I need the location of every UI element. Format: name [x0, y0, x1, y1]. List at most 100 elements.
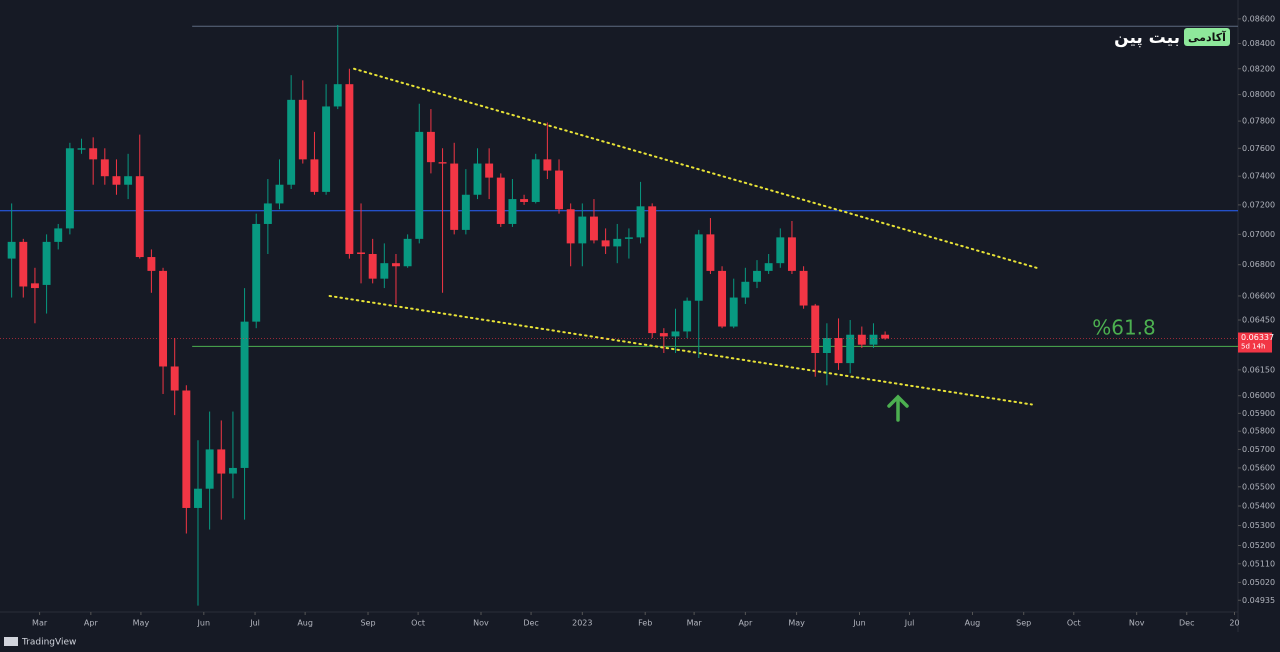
candle-body [555, 170, 563, 210]
candle-body [531, 159, 540, 202]
candle-body [205, 449, 214, 489]
y-tick-label: 0.08600 [1242, 14, 1275, 23]
annotation: %61.8 [1092, 316, 1156, 340]
candle-body [147, 257, 156, 271]
candle-body [811, 305, 820, 353]
candle-body [438, 162, 447, 164]
x-tick-label: Nov [1129, 619, 1145, 628]
candle-body [263, 203, 272, 224]
candle-body [683, 300, 692, 332]
x-tick-label: Mar [687, 619, 703, 628]
logo-badge-text: آکادمی [1188, 30, 1226, 44]
x-tick-label: Feb [638, 619, 652, 628]
candle-body [741, 281, 750, 298]
y-tick-label: 0.05400 [1242, 502, 1275, 511]
y-tick-label: 0.06450 [1242, 316, 1275, 325]
candle-body [298, 99, 307, 160]
candle-body [159, 270, 168, 367]
candle-body [718, 270, 727, 327]
x-tick-label: Sep [1016, 619, 1031, 628]
x-tick-label: Sep [360, 619, 375, 628]
candle-body [65, 148, 74, 229]
y-tick-label: 0.07800 [1242, 117, 1275, 126]
candle-body [426, 131, 435, 163]
candle-body [345, 84, 354, 254]
footer: TradingView [21, 638, 76, 648]
x-tick-label: Aug [297, 619, 313, 628]
candle-body [590, 216, 598, 241]
y-tick-label: 0.05800 [1242, 427, 1275, 436]
logo-badge [1184, 28, 1230, 46]
candle-body [799, 270, 808, 306]
candle-body [624, 237, 633, 239]
y-tick-label: 0.06600 [1242, 291, 1275, 300]
candle-body [287, 99, 296, 185]
candle-body [380, 263, 389, 279]
candle-body [613, 238, 622, 247]
last-price-label: 0.06337 [1241, 333, 1274, 342]
candle-body [857, 334, 866, 345]
candle-body [42, 241, 51, 285]
x-tick-label: 20 [1229, 619, 1239, 628]
y-tick-label: 0.07400 [1242, 172, 1275, 181]
candle-body [764, 263, 773, 271]
candle-body [182, 390, 191, 508]
x-tick-label: Dec [523, 619, 538, 628]
candle-body [357, 252, 365, 254]
candle-body [834, 338, 843, 364]
x-tick-label: May [788, 619, 805, 628]
candle-body [601, 240, 610, 247]
y-tick-label: 0.06150 [1242, 365, 1275, 374]
candle-body [19, 241, 28, 287]
y-tick-label: 0.07200 [1242, 200, 1275, 209]
x-tick-label: May [133, 619, 150, 628]
candle-body [729, 297, 738, 327]
candle-body [566, 209, 575, 244]
candle-body [694, 234, 703, 301]
y-tick-label: 0.08000 [1242, 90, 1275, 99]
candle-body [77, 148, 86, 150]
y-tick-label: 0.05500 [1242, 482, 1275, 491]
x-tick-label: Oct [411, 619, 425, 628]
candle-body [30, 283, 39, 289]
candle-body [508, 199, 517, 224]
candle-body [194, 488, 202, 508]
candle-body [461, 194, 470, 230]
candle-body [636, 206, 645, 238]
x-tick-label: Jul [904, 619, 915, 628]
x-tick-label: Jun [197, 619, 211, 628]
candle-body [275, 184, 284, 204]
candle-body [415, 131, 424, 239]
candle-body [368, 253, 377, 279]
x-tick-label: Nov [473, 619, 489, 628]
y-tick-label: 0.05020 [1242, 578, 1275, 587]
candle-body [578, 216, 587, 244]
candle-body [881, 334, 890, 339]
y-tick-label: 0.04935 [1242, 596, 1275, 605]
x-tick-label: Jul [249, 619, 260, 628]
candle-body [787, 237, 796, 271]
candle-body [450, 163, 459, 230]
x-tick-label: Mar [32, 619, 48, 628]
y-tick-label: 0.07000 [1242, 230, 1275, 239]
y-tick-label: 0.05110 [1242, 559, 1275, 568]
candle-body [671, 331, 680, 337]
candle-body [135, 176, 144, 258]
y-tick-label: 0.05600 [1242, 463, 1275, 472]
candle-body [753, 270, 761, 282]
logo-name: بیت پین [1114, 28, 1180, 48]
candle-body [54, 228, 63, 242]
candle-body [776, 237, 785, 264]
x-tick-label: 2023 [572, 619, 592, 628]
candle-body [228, 467, 237, 474]
x-tick-label: Oct [1067, 619, 1081, 628]
arrow [887, 394, 909, 422]
candle-body [322, 106, 331, 192]
candle-body [846, 334, 855, 364]
candle-body [310, 159, 319, 192]
y-tick-label: 0.08200 [1242, 64, 1275, 73]
candle-body [217, 449, 226, 474]
y-tick-label: 0.07600 [1242, 144, 1275, 153]
